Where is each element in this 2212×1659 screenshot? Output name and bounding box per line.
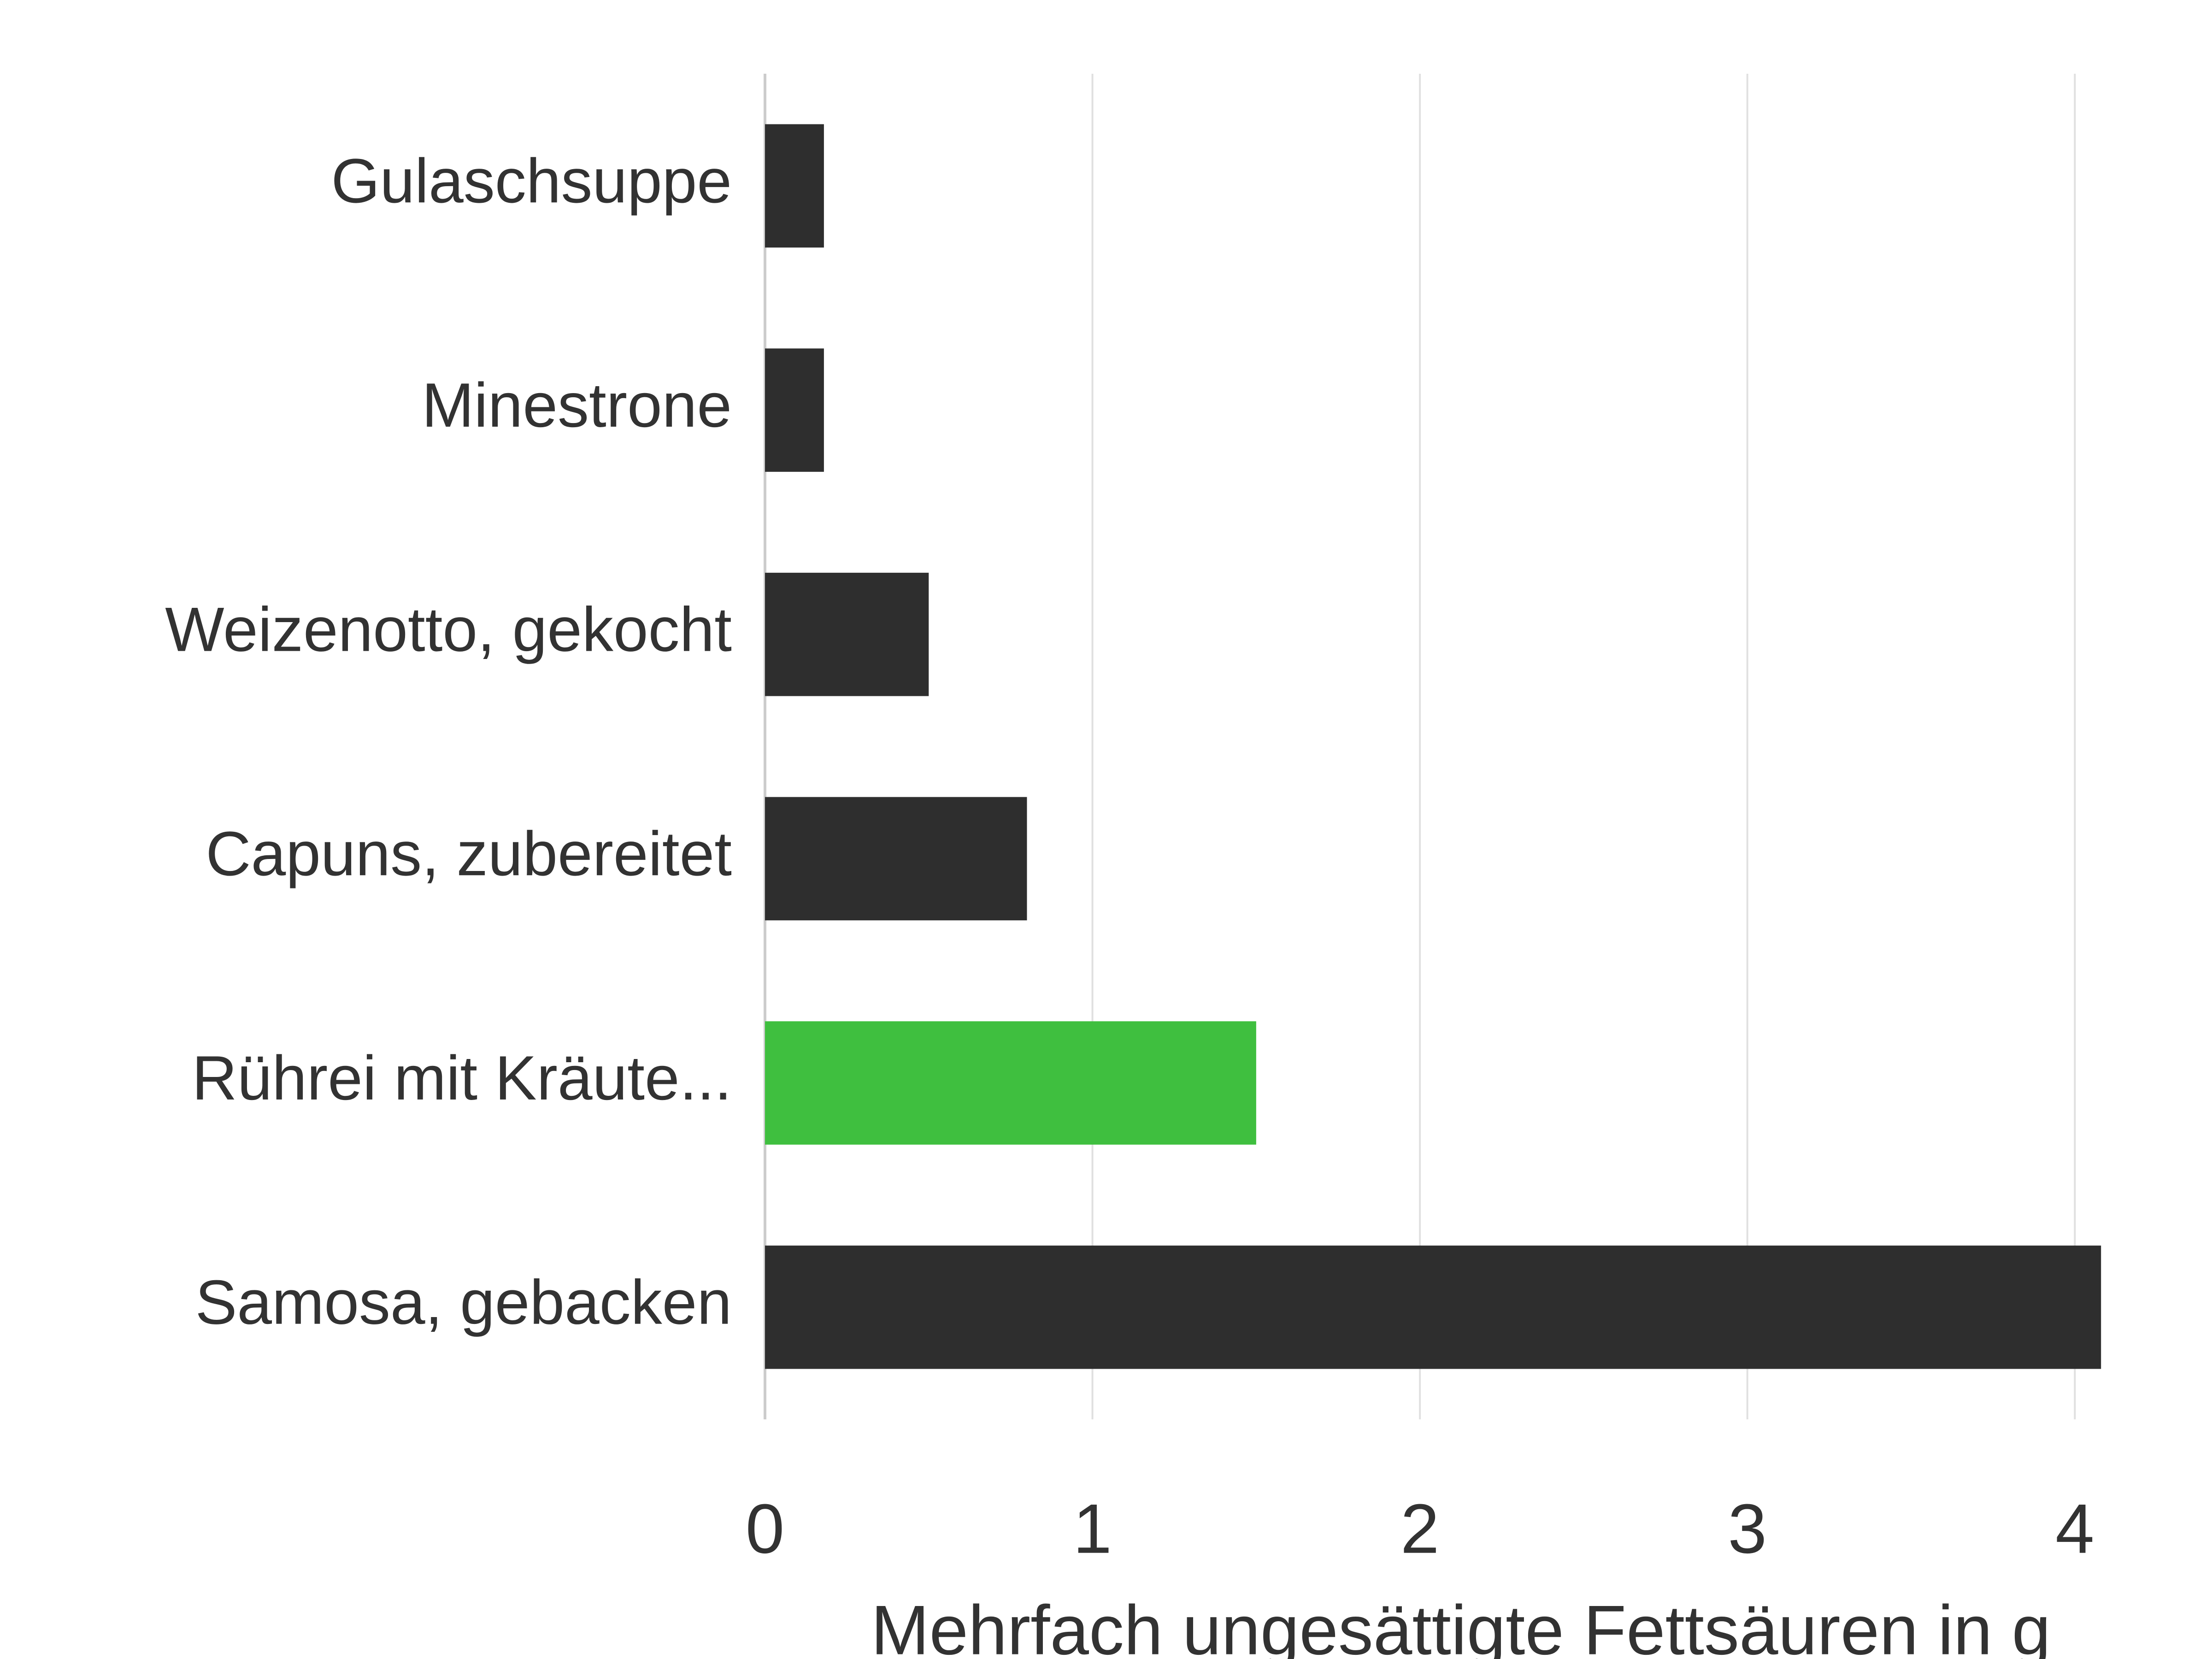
x-tick-label: 2 — [1400, 1490, 1440, 1568]
bar — [765, 124, 824, 248]
bar — [765, 348, 824, 472]
x-tick-label: 4 — [2055, 1490, 2094, 1568]
x-tick-label: 0 — [746, 1490, 785, 1568]
bar — [765, 1246, 2101, 1369]
y-tick-label: Capuns, zubereitet — [206, 818, 732, 888]
chart-container: Gulaschsuppe Minestrone Weizenotto, gekoch… — [0, 0, 2212, 1659]
y-tick-label: Gulaschsuppe — [331, 146, 732, 216]
horizontal-bar-chart: Gulaschsuppe Minestrone Weizenotto, gekoch… — [0, 0, 2212, 1659]
y-tick-label: Rührei mit Kräute... — [192, 1043, 732, 1113]
bar — [765, 797, 1027, 921]
x-tick-label: 3 — [1728, 1490, 1767, 1568]
y-tick-label: Weizenotto, gekocht — [165, 594, 732, 665]
bar — [765, 1021, 1256, 1145]
x-axis-title: Mehrfach ungesättigte Fettsäuren in g — [871, 1591, 2051, 1659]
y-tick-label: Minestrone — [422, 370, 732, 440]
bar — [765, 573, 929, 696]
x-tick-label: 1 — [1073, 1490, 1112, 1568]
y-tick-label: Samosa, gebacken — [195, 1267, 732, 1337]
